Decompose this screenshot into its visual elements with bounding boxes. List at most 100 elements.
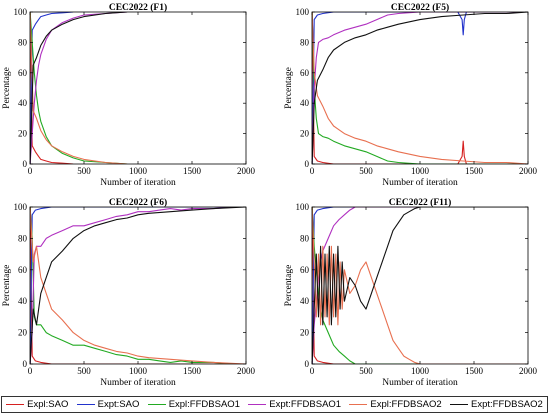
series-line-expt-ffdbsao2 [312,12,528,164]
x-tick-label: 500 [77,366,91,376]
series-line-expl-sao [312,207,528,364]
y-tick-label: 60 [300,68,310,78]
y-tick-label: 80 [18,37,28,47]
axes-box [311,206,529,365]
y-tick-label: 80 [300,37,310,47]
y-tick-label: 0 [305,159,310,169]
x-tick-label: 500 [77,166,91,176]
series-line-expl-sao [30,12,74,164]
chart-panel-2: 0 500 1000 1500 2000 0 20 40 60 80 100 CEC2022 (F5)… [284,2,538,188]
y-tick-label: 40 [300,296,310,306]
x-axis-label: Number of iteration [100,177,176,188]
x-tick-label: 500 [359,166,373,176]
x-tick-label: 0 [28,366,33,376]
legend-swatch [349,404,368,405]
x-tick-label: 1500 [465,166,484,176]
series-line-expt-ffdbsao1 [30,12,128,164]
y-tick-label: 0 [23,159,28,169]
x-tick-label: 0 [310,366,315,376]
series-line-expt-ffdbsao1 [30,207,246,364]
legend-swatch [147,404,166,405]
x-axis-label: Number of iteration [382,377,458,388]
series-line-expt-sao [312,12,528,164]
legend-item: Expl:FFDBSAO1 [147,399,240,410]
y-axis-label: Percentage [284,265,294,307]
y-tick-label: 60 [300,265,310,275]
series-line-expt-ffdbsao1 [312,12,528,164]
legend-item: Expl:FFDBSAO2 [349,399,442,410]
y-tick-label: 100 [14,202,28,212]
series-line-expl-ffdbsao1 [312,207,528,364]
y-tick-label: 80 [18,233,28,243]
legend-swatch [6,404,25,405]
series-line-expt-ffdbsao2 [30,12,128,164]
x-axis-label: Number of iteration [382,177,458,188]
series-line-expl-ffdbsao1 [312,12,528,164]
y-tick-label: 0 [305,359,310,369]
y-tick-label: 40 [18,98,28,108]
legend-item: Expl:SAO [6,399,68,410]
series-line-expl-ffdbsao2 [30,207,246,364]
series-line-expl-ffdbsao2 [30,12,128,164]
x-tick-label: 2000 [519,366,538,376]
y-tick-label: 20 [18,129,28,139]
y-tick-label: 20 [300,328,310,338]
x-tick-label: 1000 [129,166,148,176]
y-tick-label: 100 [296,202,310,212]
x-tick-label: 2000 [519,166,538,176]
legend-item: Expt:FFDBSAO1 [248,399,341,410]
legend: Expl:SAO Expt:SAO Expl:FFDBSAO1 Expt:FFDBSA… [1,396,548,413]
axes-box [311,11,529,165]
y-axis-label: Percentage [2,265,12,307]
chart-title: CEC2022 (F6) [109,197,167,208]
legend-label: Expl:SAO [27,399,69,410]
series-line-expl-ffdbsao2 [312,207,528,364]
legend-item: Expt:FFDBSAO2 [450,399,543,410]
x-axis-label: Number of iteration [100,377,176,388]
x-tick-label: 0 [310,166,315,176]
y-tick-label: 100 [296,7,310,17]
legend-swatch [248,404,267,405]
chart-panel-4: 0 500 1000 1500 2000 0 20 40 60 80 100 CEC2022 (F11… [284,197,538,388]
chart-panel-3: 0 500 1000 1500 2000 0 20 40 60 80 100 CEC2022 (F6)… [2,197,256,388]
x-tick-label: 1500 [183,166,202,176]
legend-swatch [76,404,95,405]
x-tick-label: 2000 [237,366,256,376]
chart-panel-1: 0 500 1000 1500 2000 0 20 40 60 80 100 CEC2022 (F1)… [2,2,256,188]
y-tick-label: 80 [300,233,310,243]
y-tick-label: 40 [18,296,28,306]
series-line-expl-ffdbsao2 [312,12,528,164]
series-line-expt-ffdbsao2 [312,207,528,364]
legend-label: Expt:FFDBSAO2 [471,399,543,410]
chart-title: CEC2022 (F11) [389,197,452,208]
y-tick-label: 40 [300,98,310,108]
x-tick-label: 1500 [465,366,484,376]
legend-label: Expl:FFDBSAO1 [168,399,240,410]
y-tick-label: 20 [300,129,310,139]
y-tick-label: 60 [18,68,28,78]
x-tick-label: 1000 [129,366,148,376]
legend-item: Expt:SAO [76,399,140,410]
series-line-expt-ffdbsao2 [30,207,246,364]
series-line-expl-ffdbsao1 [30,207,246,364]
legend-label: Expt:FFDBSAO1 [269,399,342,410]
legend-label: Expt:SAO [97,399,140,410]
chart-title: CEC2022 (F1) [109,2,167,13]
legend-swatch [450,404,468,405]
series-line-expt-sao [30,12,74,164]
series-line-expl-ffdbsao1 [30,12,128,164]
y-tick-label: 100 [14,7,28,17]
chart-title: CEC2022 (F5) [391,2,449,13]
x-tick-label: 1000 [411,366,430,376]
x-tick-label: 1000 [411,166,430,176]
x-tick-label: 2000 [237,166,256,176]
x-tick-label: 1500 [183,366,202,376]
y-axis-label: Percentage [2,67,12,109]
series-line-expt-sao [312,207,528,364]
x-tick-label: 0 [28,166,33,176]
y-axis-label: Percentage [284,67,294,109]
y-tick-label: 60 [18,265,28,275]
y-tick-label: 20 [18,328,28,338]
x-tick-label: 500 [359,366,373,376]
